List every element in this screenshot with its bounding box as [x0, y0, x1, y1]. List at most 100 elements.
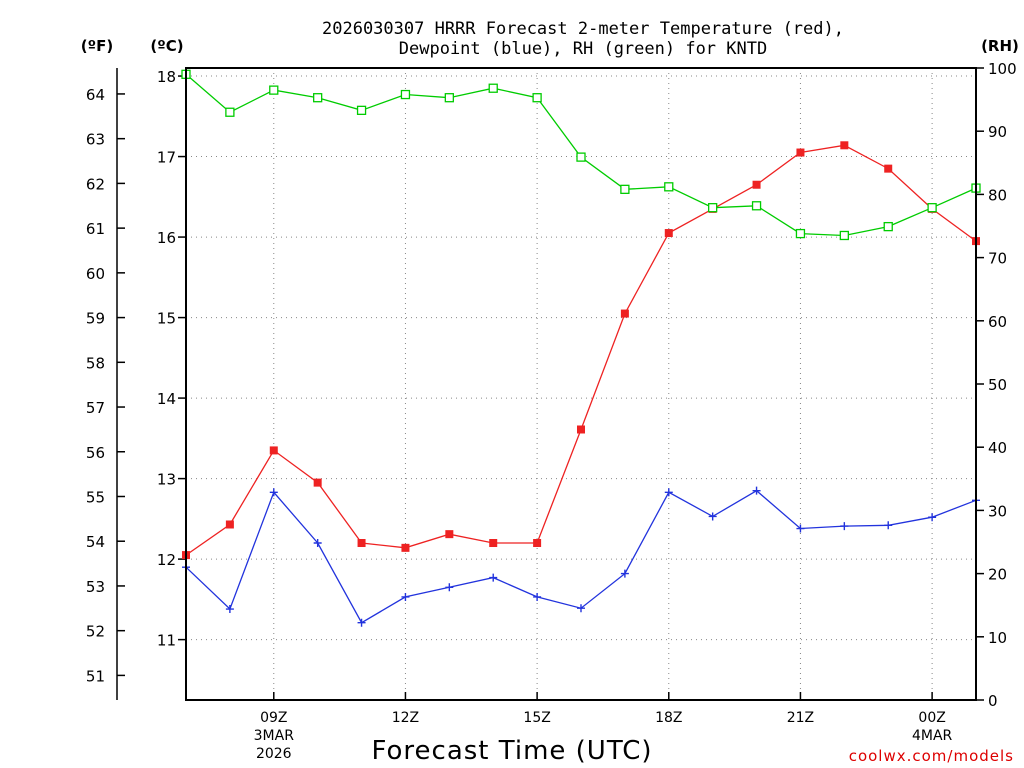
chart-title-line1: 2026030307 HRRR Forecast 2-meter Tempera… [322, 19, 844, 39]
dewpoint-point [928, 513, 937, 522]
dewpoint-point [225, 605, 234, 614]
rh-point [269, 85, 279, 95]
dewpoint-point [708, 512, 717, 521]
rh-point [400, 89, 411, 100]
fahrenheit-tick-label: 58 [86, 354, 105, 372]
temperature-point [269, 446, 278, 455]
fahrenheit-tick-label: 56 [86, 444, 105, 462]
temperature-point [225, 520, 234, 529]
fahrenheit-tick-label: 63 [86, 131, 105, 149]
rh-point [444, 93, 454, 103]
x-tick-label: 09Z [260, 710, 287, 726]
rh-point [532, 93, 542, 103]
rh-point [620, 184, 630, 194]
celsius-tick-label: 14 [157, 390, 176, 408]
x-tick-label: 21Z [787, 710, 814, 726]
rh-point [708, 203, 718, 213]
rh-point [664, 182, 674, 192]
celsius-tick-label: 12 [157, 551, 176, 569]
temperature-point [884, 164, 893, 173]
credit-text: coolwx.com/models [849, 747, 1014, 765]
rh-point [751, 201, 762, 211]
dewpoint-point [840, 522, 849, 531]
dewpoint-point [884, 521, 893, 530]
temperature-point [620, 309, 629, 318]
dewpoint-point [269, 488, 278, 497]
celsius-tick-label: 15 [157, 310, 176, 328]
rh-point [488, 83, 498, 93]
fahrenheit-tick-label: 57 [86, 399, 105, 417]
rh-point [225, 107, 235, 117]
celsius-tick-label: 16 [157, 229, 176, 247]
rh-tick-label: 60 [988, 313, 1007, 331]
x-tick-label: 00Z [918, 710, 945, 726]
dewpoint-point [664, 488, 673, 497]
fahrenheit-tick-label: 55 [86, 488, 105, 506]
celsius-unit-label: (ºC) [150, 37, 183, 55]
x-tick-date-label: 4MAR [912, 728, 953, 744]
fahrenheit-unit-label: (ºF) [81, 37, 113, 55]
dewpoint-line [185, 489, 977, 624]
temperature-point [796, 148, 805, 157]
x-tick-label: 12Z [392, 710, 419, 726]
chart-title-line2: Dewpoint (blue), RH (green) for KNTD [399, 39, 767, 59]
fahrenheit-tick-label: 64 [86, 86, 105, 104]
fahrenheit-tick-label: 61 [86, 220, 105, 238]
celsius-tick-label: 13 [157, 471, 176, 489]
rh-tick-label: 0 [988, 692, 998, 710]
temperature-line [185, 144, 977, 556]
x-tick-label: 15Z [523, 710, 550, 726]
rh-point [313, 93, 323, 103]
temperature-point [489, 539, 498, 548]
temperature-point [752, 180, 761, 189]
dewpoint-point [357, 618, 366, 627]
data-series [181, 69, 981, 627]
x-tick-year-label: 2026 [256, 746, 292, 762]
temperature-point [357, 539, 366, 548]
rh-tick-label: 100 [988, 60, 1017, 78]
rh-tick-label: 30 [988, 502, 1007, 520]
temperature-point [313, 478, 322, 487]
fahrenheit-tick-label: 59 [86, 310, 105, 328]
plot-frame [185, 67, 977, 701]
dewpoint-point [313, 539, 322, 548]
celsius-tick-label: 11 [157, 632, 176, 650]
celsius-tick-label: 17 [157, 149, 176, 167]
rh-point [795, 228, 806, 239]
rh-point [839, 230, 849, 241]
temperature-point [401, 543, 410, 552]
rh-tick-label: 80 [988, 186, 1007, 204]
fahrenheit-tick-label: 62 [86, 175, 105, 193]
rh-point [883, 221, 893, 232]
dewpoint-point [489, 573, 498, 582]
temperature-point [577, 425, 585, 434]
temperature-point [664, 229, 673, 238]
dewpoint-point [752, 486, 761, 495]
rh-tick-label: 10 [988, 629, 1007, 647]
dewpoint-point [445, 583, 454, 592]
temperature-point [533, 539, 542, 548]
fahrenheit-tick-label: 60 [86, 265, 105, 283]
dewpoint-point [577, 604, 585, 613]
dewpoint-point [620, 569, 629, 578]
fahrenheit-tick-label: 54 [86, 533, 105, 551]
fahrenheit-tick-label: 51 [86, 667, 105, 685]
x-axis-title: Forecast Time (UTC) [371, 736, 652, 766]
rh-tick-label: 20 [988, 566, 1007, 584]
rh-unit-label: (RH) [981, 37, 1019, 55]
rh-point [356, 105, 367, 115]
x-tick-label: 18Z [655, 710, 682, 726]
dewpoint-point [533, 592, 542, 601]
dewpoint-point [796, 524, 805, 533]
rh-point [576, 152, 586, 162]
fahrenheit-tick-label: 52 [86, 623, 105, 641]
temperature-point [840, 141, 849, 150]
rh-tick-label: 70 [988, 250, 1007, 268]
temperature-point [445, 530, 454, 539]
celsius-tick-label: 18 [157, 68, 176, 86]
rh-point [927, 203, 937, 213]
rh-tick-label: 90 [988, 123, 1007, 141]
rh-tick-label: 40 [988, 439, 1007, 457]
dewpoint-point [401, 592, 410, 601]
